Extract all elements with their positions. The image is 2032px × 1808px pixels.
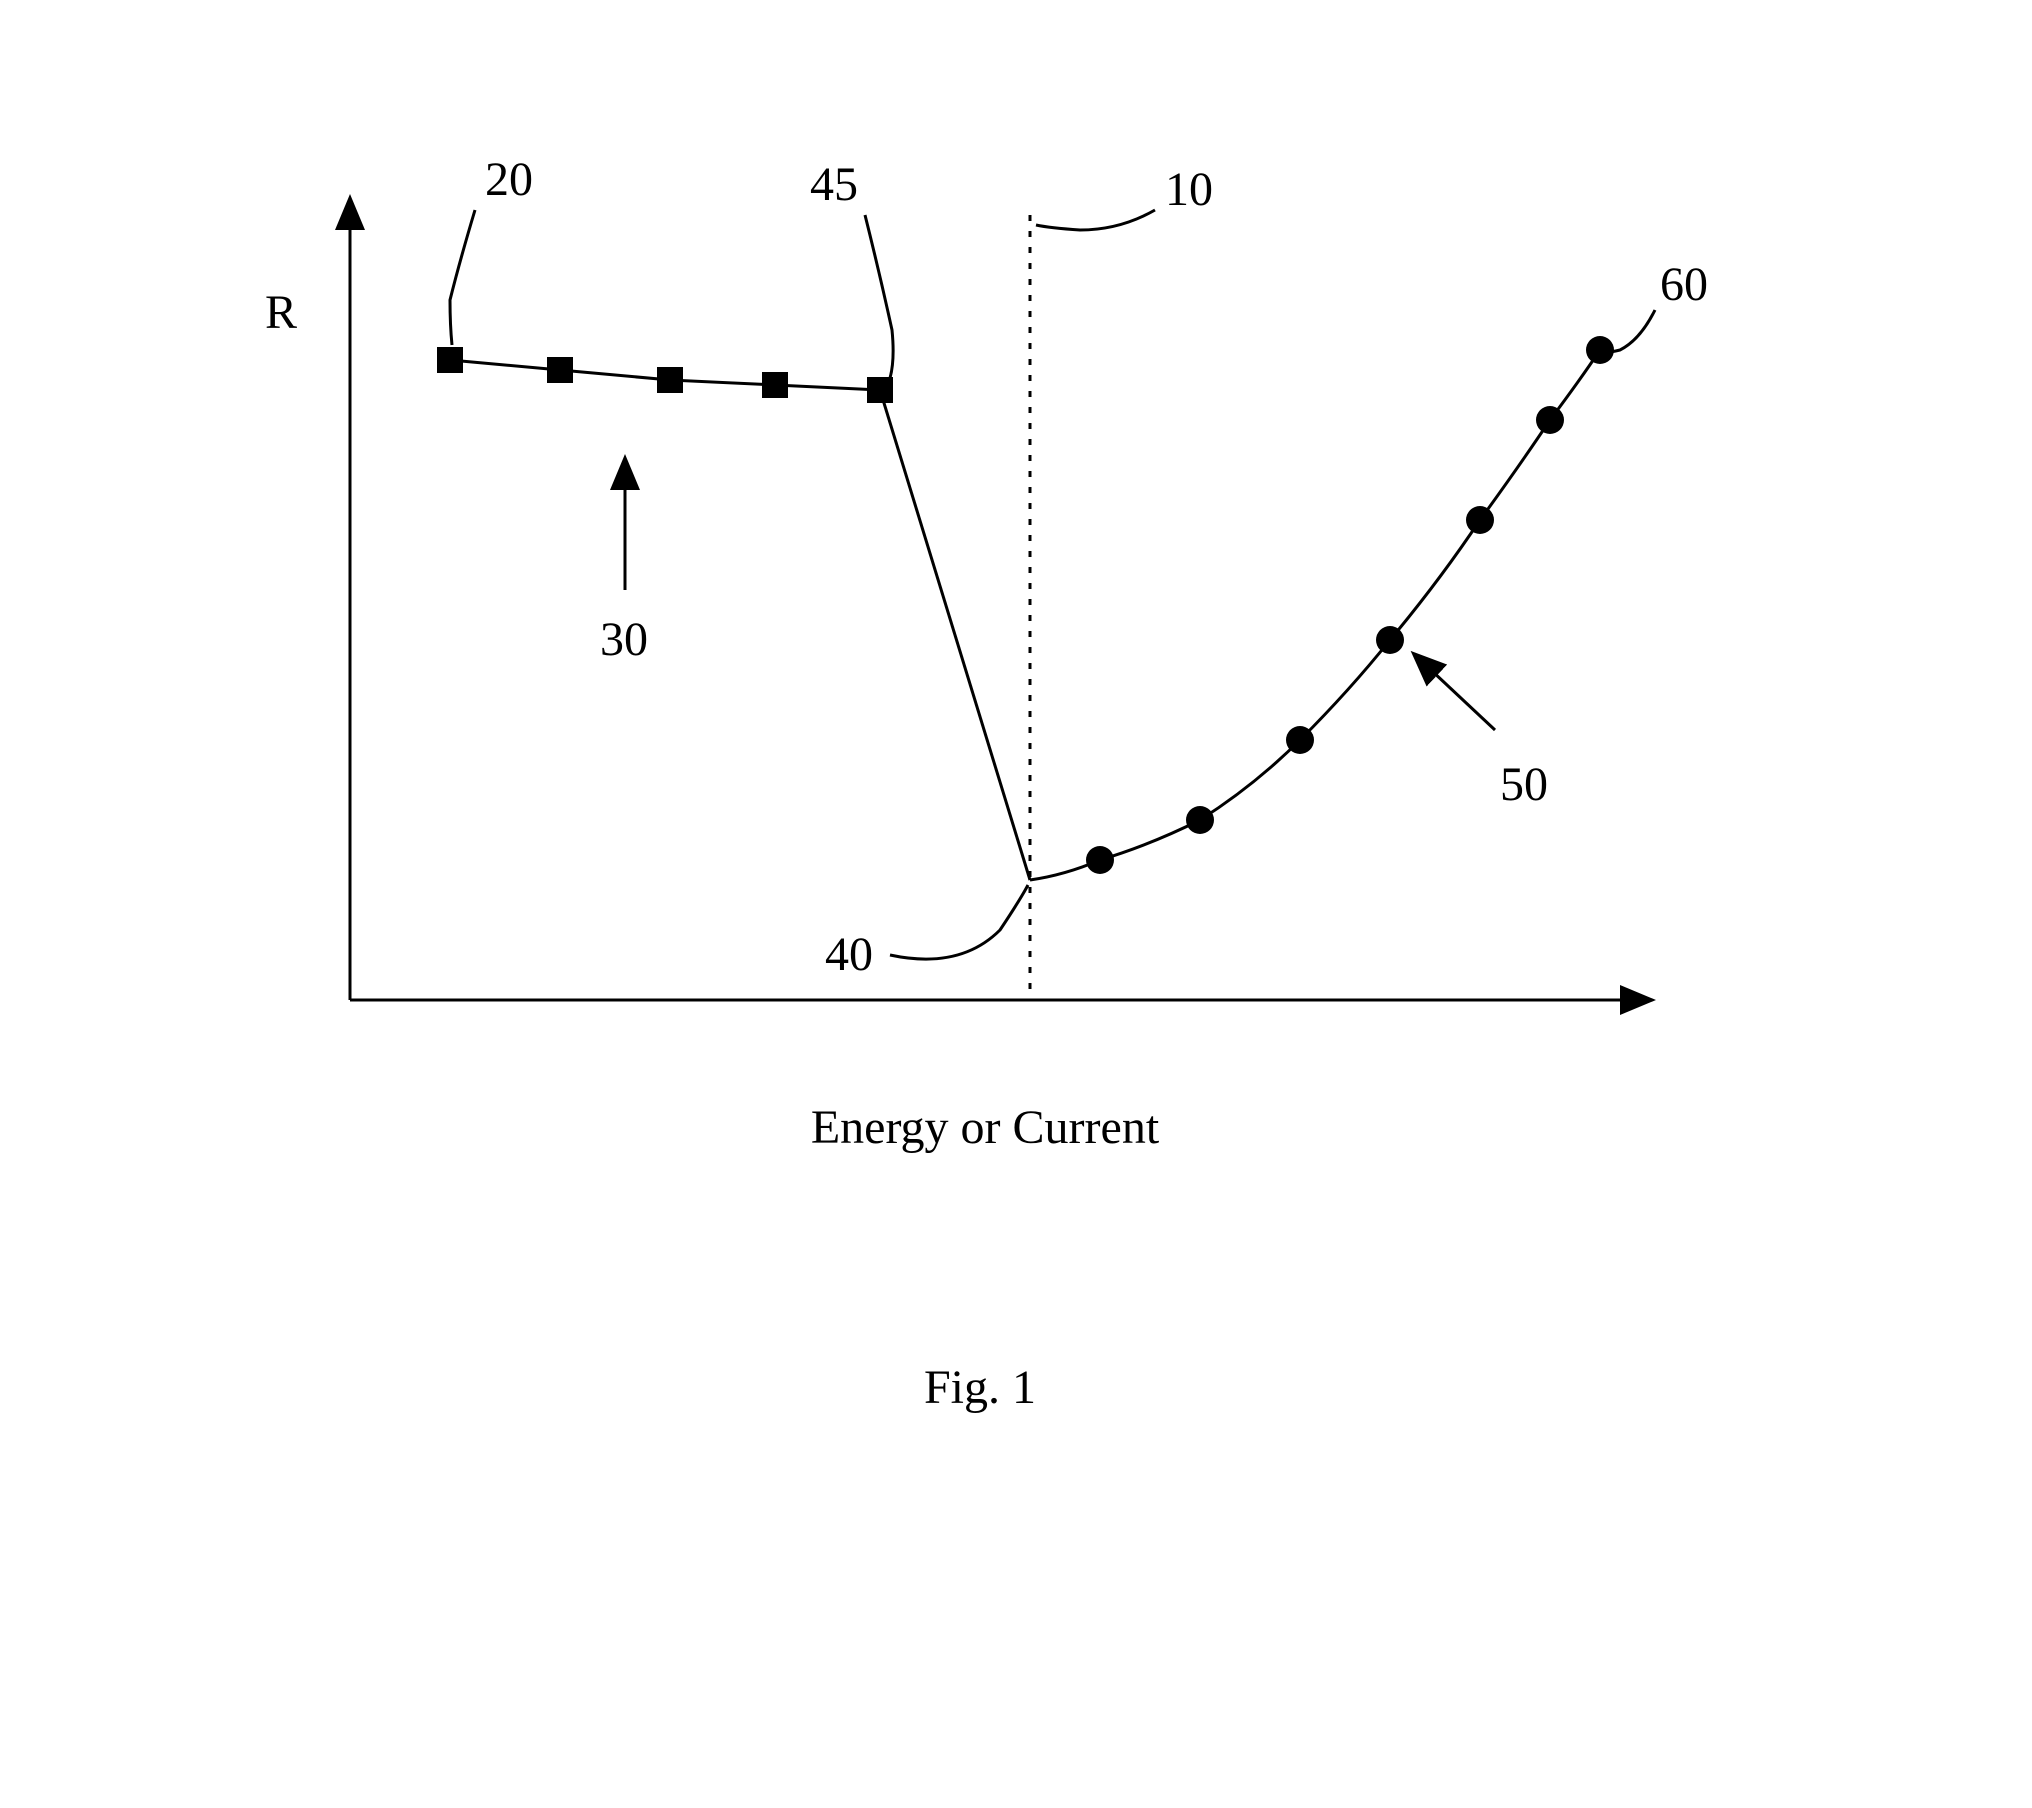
circle-marker — [1586, 336, 1614, 364]
callout-label-20: 20 — [485, 153, 533, 206]
callout-label-50: 50 — [1500, 758, 1548, 811]
callout-label-30: 30 — [600, 613, 648, 666]
callout-10-curve — [1036, 210, 1155, 230]
circle-marker — [1286, 726, 1314, 754]
circle-marker — [1186, 806, 1214, 834]
callout-50-arrow — [1415, 655, 1495, 730]
chart-svg: 20 45 10 60 40 30 50 — [200, 100, 1832, 1200]
circle-marker — [1376, 626, 1404, 654]
callout-40-curve — [890, 885, 1028, 959]
figure-caption: Fig. 1 — [880, 1360, 1080, 1415]
callout-label-10: 10 — [1165, 163, 1213, 216]
circle-marker — [1536, 406, 1564, 434]
x-axis-label: Energy or Current — [760, 1100, 1210, 1155]
y-axis-label: R — [265, 285, 297, 340]
callout-label-60: 60 — [1660, 258, 1708, 311]
callout-20-curve — [450, 210, 475, 345]
figure-container: 20 45 10 60 40 30 50 R Energy or Current… — [200, 100, 1832, 1700]
square-marker — [762, 372, 788, 398]
callout-label-40: 40 — [825, 928, 873, 981]
circle-marker — [1466, 506, 1494, 534]
callout-label-45: 45 — [810, 158, 858, 211]
drop-line — [880, 390, 1030, 880]
square-marker — [547, 357, 573, 383]
square-marker — [437, 347, 463, 373]
circle-marker — [1086, 846, 1114, 874]
square-marker — [657, 367, 683, 393]
callout-45-curve — [865, 215, 893, 378]
